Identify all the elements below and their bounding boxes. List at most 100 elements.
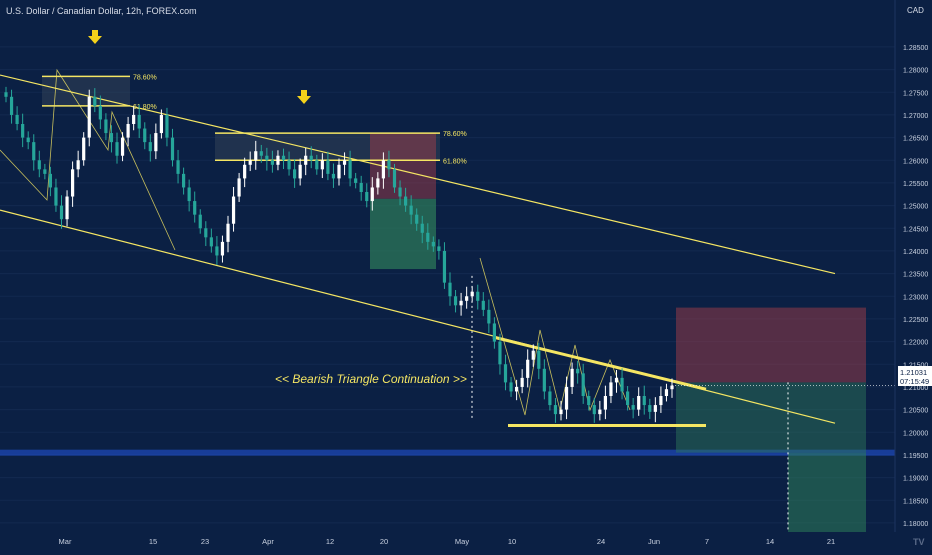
candle-body xyxy=(664,389,669,396)
candle-body xyxy=(165,114,169,138)
price-tick-label: 1.27000 xyxy=(903,113,928,120)
support-zone xyxy=(0,449,895,456)
time-tick-label: 12 xyxy=(326,537,334,546)
candle-body xyxy=(509,382,513,392)
candle-body xyxy=(648,405,652,412)
candle-body xyxy=(609,382,613,396)
time-tick-label: Mar xyxy=(59,537,72,546)
price-tick-label: 1.27500 xyxy=(903,90,928,97)
candle-body xyxy=(453,296,458,306)
candle-body xyxy=(26,137,30,143)
drawing-tools: 78.60% 61.80% 78.60% 61.80% xyxy=(0,30,895,427)
candle-body xyxy=(120,137,125,156)
candle-body xyxy=(104,119,108,134)
price-tick-label: 1.22000 xyxy=(903,340,928,347)
candle-body xyxy=(365,192,369,202)
candle-body xyxy=(404,196,408,206)
candle-body xyxy=(304,155,308,165)
price-tick-label: 1.24500 xyxy=(903,226,928,233)
symbol-title[interactable]: U.S. Dollar / Canadian Dollar, 12h, FORE… xyxy=(6,6,197,16)
price-tick-label: 1.24000 xyxy=(903,249,928,256)
candle-body xyxy=(287,160,291,170)
candle-body xyxy=(598,409,602,415)
time-tick-label: 10 xyxy=(508,537,516,546)
time-tick-label: 23 xyxy=(201,537,209,546)
candle-body xyxy=(553,405,558,415)
price-tick-label: 1.18500 xyxy=(903,498,928,505)
candle-body xyxy=(293,169,297,179)
projected-extended-target xyxy=(788,452,866,532)
candle-body xyxy=(4,92,8,97)
projected-target-zone xyxy=(676,382,866,453)
candle-body xyxy=(392,169,397,188)
candle-body xyxy=(54,187,58,206)
candle-body xyxy=(48,173,52,188)
candle-body xyxy=(32,142,36,161)
candle-body xyxy=(637,396,641,410)
candle-body xyxy=(59,205,64,220)
candle-body xyxy=(348,160,352,179)
price-tag-countdown: 07:15:49 xyxy=(900,377,929,386)
price-tick-label: 1.21000 xyxy=(903,385,928,392)
candle-body xyxy=(87,96,91,138)
price-tick-label: 1.28500 xyxy=(903,45,928,52)
candle-body xyxy=(176,160,180,174)
target-zone xyxy=(370,198,436,270)
candle-body xyxy=(376,178,380,188)
candle-body xyxy=(465,296,469,301)
grid xyxy=(0,46,895,524)
candle-body xyxy=(570,368,574,387)
candle-body xyxy=(170,137,175,161)
candle-body xyxy=(154,133,158,152)
candle-body xyxy=(442,250,447,283)
candle-body xyxy=(642,396,646,406)
candle-body xyxy=(315,160,319,170)
price-axis[interactable]: 1.28500 1.28000 1.27500 1.27000 1.26500 1.260… xyxy=(894,0,932,550)
candle-body xyxy=(537,350,541,369)
price-tick-label: 1.26500 xyxy=(903,136,928,143)
time-tick-label: 24 xyxy=(597,537,605,546)
price-axis-bg xyxy=(895,0,932,550)
price-tick-label: 1.20500 xyxy=(903,408,928,415)
currency-label: CAD xyxy=(907,6,924,15)
pattern-annotation: << Bearish Triangle Continuation >> xyxy=(275,372,467,386)
candle-body xyxy=(515,386,519,392)
candle-body xyxy=(426,232,430,242)
candle-body xyxy=(276,155,280,165)
candle-body xyxy=(370,187,374,202)
candle-body xyxy=(331,173,336,179)
price-tick-label: 1.28000 xyxy=(903,68,928,75)
price-tag-value: 1.21031 xyxy=(900,368,927,377)
candle-body xyxy=(143,128,147,143)
price-tag-box xyxy=(898,366,932,386)
time-tick-label: 14 xyxy=(766,537,774,546)
candle-body xyxy=(470,291,474,297)
candle-body xyxy=(503,364,508,383)
candle-body xyxy=(9,96,14,115)
candle-body xyxy=(631,405,635,410)
candle-body xyxy=(387,160,391,170)
candle-body xyxy=(65,196,69,220)
price-tick-label: 1.25000 xyxy=(903,204,928,211)
candle-body xyxy=(670,385,674,390)
candle-body xyxy=(559,409,563,415)
candle-body xyxy=(381,160,385,179)
candle-body xyxy=(237,178,241,197)
candle-body xyxy=(476,291,480,301)
price-tick-label: 1.19000 xyxy=(903,476,928,483)
projected-stop-zone xyxy=(676,307,866,383)
candle-body xyxy=(159,114,163,134)
down-arrow-icon xyxy=(297,90,311,104)
time-axis[interactable]: Mar 15 23 Apr 12 20 May 10 24 Jun 7 14 21 xyxy=(59,537,836,546)
time-tick-label: Apr xyxy=(262,537,274,546)
time-tick-label: Jun xyxy=(648,537,660,546)
candle-body xyxy=(520,377,524,387)
candle-body xyxy=(492,323,496,342)
candle-body xyxy=(359,182,363,192)
candle-body xyxy=(270,160,274,165)
candle-body xyxy=(148,142,152,152)
candle-body xyxy=(193,201,197,215)
candle-body xyxy=(431,241,435,247)
